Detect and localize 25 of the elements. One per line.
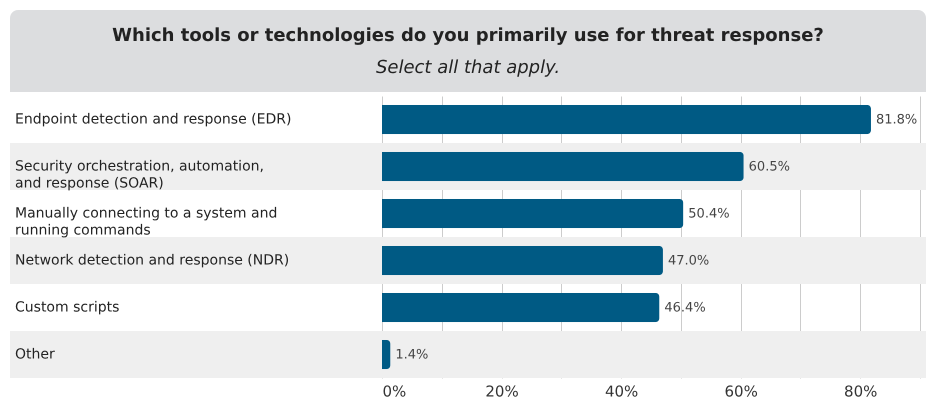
y-tick-label: Other xyxy=(15,346,55,362)
chart-subtitle: Select all that apply. xyxy=(376,57,560,78)
bar xyxy=(382,104,871,134)
chart-title: Which tools or technologies do you primarily use for threat response? xyxy=(112,25,824,46)
x-tick-label: 80% xyxy=(844,382,878,400)
y-tick-label: Custom scripts xyxy=(15,300,120,316)
data-label: 50.4% xyxy=(688,206,730,222)
data-label: 47.0% xyxy=(668,254,710,268)
x-tick-label: 20% xyxy=(485,382,519,400)
bar xyxy=(382,152,744,182)
y-tick-label: Network detection and response (NDR) xyxy=(15,252,290,268)
bar xyxy=(382,340,390,370)
x-tick-label: 0% xyxy=(382,382,406,400)
y-tick-label: Manually connecting to a system and running commands xyxy=(15,206,278,238)
x-tick-label: 40% xyxy=(604,382,638,400)
data-label: 81.8% xyxy=(876,112,918,128)
y-tick-label: Endpoint detection and response (EDR) xyxy=(15,112,292,128)
bar xyxy=(382,246,663,276)
bar xyxy=(382,292,660,322)
y-tick-label: Security orchestration, automation, and response (SOAR) xyxy=(15,158,264,192)
x-tick-label: 60% xyxy=(724,382,758,400)
data-label: 1.4% xyxy=(395,348,428,362)
data-label: 60.5% xyxy=(748,160,790,174)
bar xyxy=(382,198,684,228)
data-label: 46.4% xyxy=(664,300,706,316)
